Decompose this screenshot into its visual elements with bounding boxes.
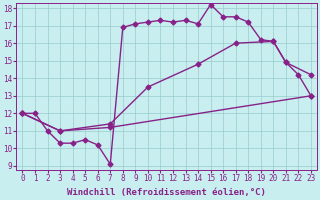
X-axis label: Windchill (Refroidissement éolien,°C): Windchill (Refroidissement éolien,°C) [67,188,266,197]
